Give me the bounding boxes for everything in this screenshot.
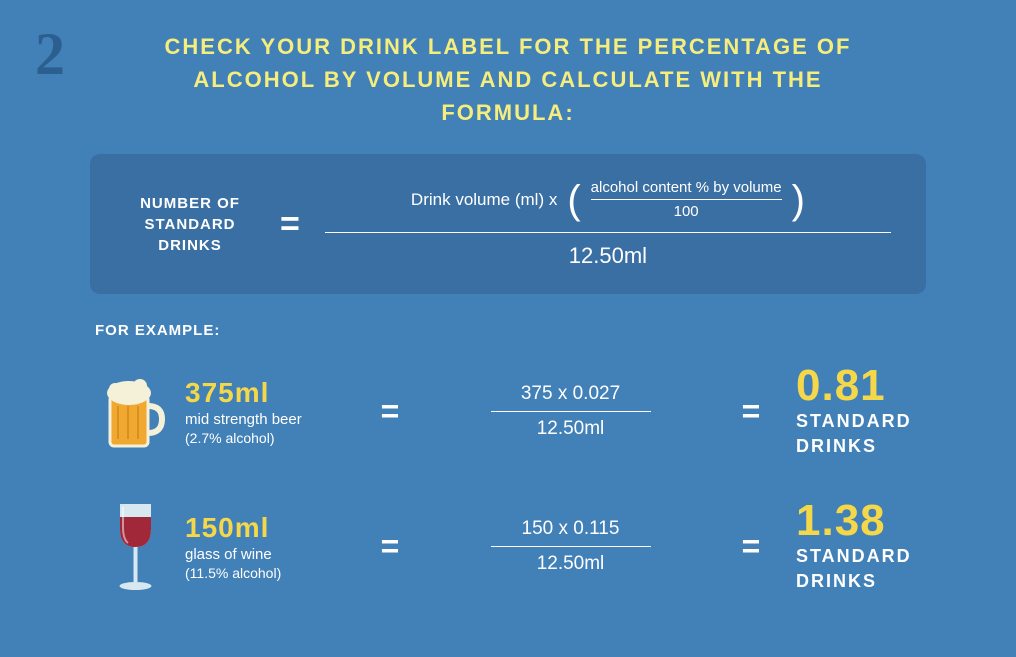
formula-divider bbox=[325, 232, 891, 233]
result: 0.81 STANDARD DRINKS bbox=[776, 364, 956, 459]
drink-abv: (11.5% alcohol) bbox=[185, 565, 365, 581]
result-label-1: STANDARD bbox=[796, 545, 956, 568]
formula-box: NUMBER OF STANDARD DRINKS = Drink volume… bbox=[90, 154, 926, 294]
formula-label: NUMBER OF STANDARD DRINKS bbox=[125, 193, 255, 256]
equals-sign: = bbox=[365, 528, 415, 565]
example-row-beer: 375ml mid strength beer (2.7% alcohol) =… bbox=[0, 354, 1016, 469]
drink-volume: 150ml bbox=[185, 512, 365, 544]
wine-glass-icon bbox=[95, 499, 175, 594]
equals-sign: = bbox=[726, 528, 776, 565]
drink-name: mid strength beer bbox=[185, 411, 365, 428]
result-number: 0.81 bbox=[796, 364, 956, 408]
drink-name: glass of wine bbox=[185, 546, 365, 563]
inner-fraction-top: alcohol content % by volume bbox=[591, 179, 782, 200]
formula-expression: Drink volume (ml) x ( alcohol content % … bbox=[325, 179, 891, 269]
beer-mug-icon bbox=[95, 371, 175, 451]
result-number: 1.38 bbox=[796, 499, 956, 543]
drink-abv: (2.7% alcohol) bbox=[185, 430, 365, 446]
bracket-left: ( bbox=[567, 184, 580, 216]
result-label-1: STANDARD bbox=[796, 410, 956, 433]
equals-sign: = bbox=[365, 393, 415, 430]
result-label-2: DRINKS bbox=[796, 570, 956, 593]
calculation: 375 x 0.027 12.50ml bbox=[415, 383, 726, 440]
calculation: 150 x 0.115 12.50ml bbox=[415, 518, 726, 575]
numerator-prefix: Drink volume (ml) x bbox=[411, 190, 557, 210]
calc-numerator: 375 x 0.027 bbox=[415, 383, 726, 411]
formula-denominator: 12.50ml bbox=[325, 237, 891, 269]
result: 1.38 STANDARD DRINKS bbox=[776, 499, 956, 594]
equals-sign: = bbox=[280, 205, 300, 244]
calc-numerator: 150 x 0.115 bbox=[415, 518, 726, 546]
inner-fraction-bottom: 100 bbox=[591, 200, 782, 220]
drink-volume: 375ml bbox=[185, 377, 365, 409]
calc-denominator: 12.50ml bbox=[415, 412, 726, 440]
example-row-wine: 150ml glass of wine (11.5% alcohol) = 15… bbox=[0, 489, 1016, 604]
page-title: CHECK YOUR DRINK LABEL FOR THE PERCENTAG… bbox=[0, 0, 1016, 129]
drink-info: 150ml glass of wine (11.5% alcohol) bbox=[175, 512, 365, 581]
formula-numerator: Drink volume (ml) x ( alcohol content % … bbox=[325, 179, 891, 228]
result-label-2: DRINKS bbox=[796, 435, 956, 458]
calc-denominator: 12.50ml bbox=[415, 547, 726, 575]
bracket-right: ) bbox=[792, 184, 805, 216]
equals-sign: = bbox=[726, 393, 776, 430]
example-label: FOR EXAMPLE: bbox=[95, 322, 1016, 339]
step-number: 2 bbox=[35, 20, 65, 89]
drink-info: 375ml mid strength beer (2.7% alcohol) bbox=[175, 377, 365, 446]
